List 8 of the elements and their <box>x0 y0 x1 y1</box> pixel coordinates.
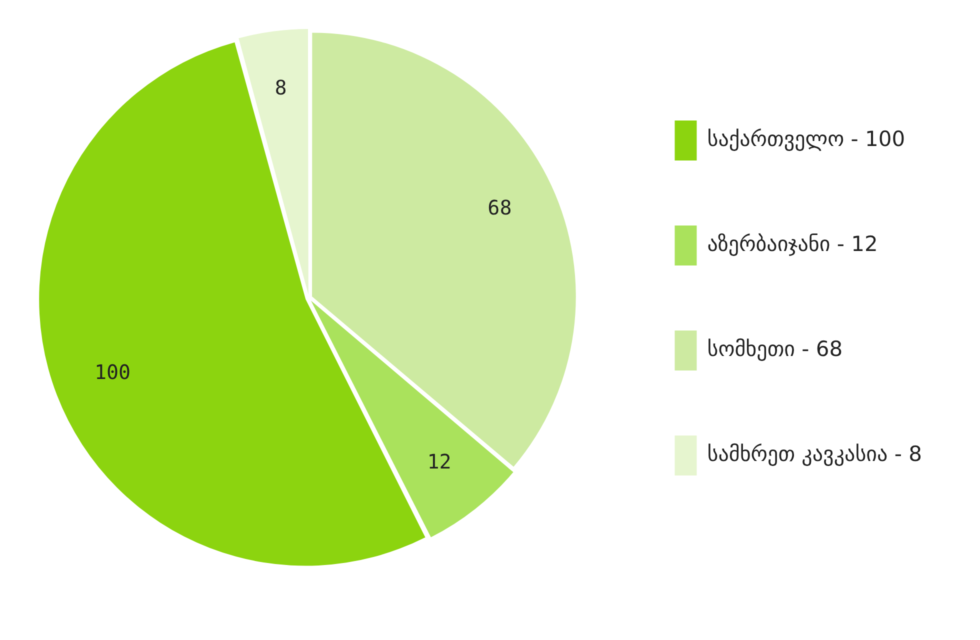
data-label: 12 <box>427 449 452 474</box>
legend-label: სომხეთი - 68 <box>707 336 843 361</box>
legend-label: სამხრეთ კავკასია - 8 <box>707 442 922 466</box>
legend-label: აზერბაიჯანი - 12 <box>707 232 878 256</box>
data-label: 68 <box>488 196 512 220</box>
data-label: 8 <box>274 76 287 100</box>
legend-label: საქართველო - 100 <box>707 126 906 151</box>
data-label: 100 <box>94 360 131 384</box>
